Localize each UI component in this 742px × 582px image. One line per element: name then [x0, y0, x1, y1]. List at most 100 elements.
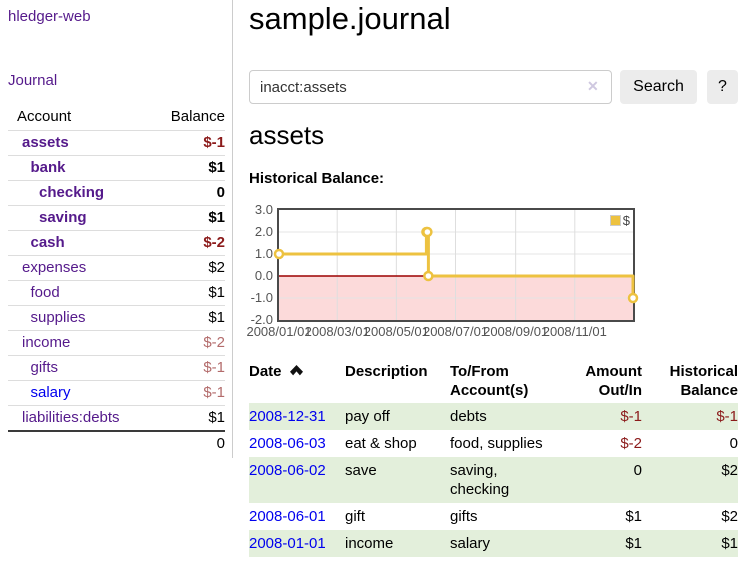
search-form: ✕ Search ?	[249, 70, 738, 104]
search-button[interactable]: Search	[620, 70, 697, 104]
account-row: bank $1	[8, 155, 225, 181]
help-button[interactable]: ?	[707, 70, 738, 104]
transaction-date-link[interactable]: 2008-12-31	[249, 408, 326, 425]
transaction-amount: $1	[625, 535, 642, 552]
transaction-date-link[interactable]: 2008-06-01	[249, 508, 326, 525]
transaction-description: gift	[345, 508, 366, 525]
account-row: liabilities:debts $1	[8, 405, 225, 431]
transaction-accounts: debts	[450, 408, 487, 425]
x-axis-tick: 2008/01/01	[246, 324, 312, 339]
y-axis-tick: -2.0	[250, 312, 273, 327]
app-brand-link[interactable]: hledger-web	[8, 8, 91, 25]
account-balance: $-1	[146, 355, 225, 381]
accounts-header-account: Account	[17, 108, 72, 125]
accounts-table: Account Balance assets $-1 bank $1 checking 0…	[8, 104, 225, 456]
sidebar-item-journal[interactable]: Journal	[8, 72, 58, 89]
accounts-total-value: 0	[146, 430, 225, 456]
transaction-accounts: salary	[450, 535, 491, 552]
account-link-salary[interactable]: salary	[30, 384, 71, 401]
account-row: food $1	[8, 280, 225, 306]
legend-label: $	[622, 213, 630, 228]
account-row: saving $1	[8, 205, 225, 231]
account-link-assets[interactable]: assets	[22, 134, 69, 151]
account-balance: $1	[146, 280, 225, 306]
transaction-accounts: gifts	[450, 508, 478, 525]
account-link-supplies[interactable]: supplies	[30, 309, 86, 326]
account-row: assets $-1	[8, 130, 225, 156]
register-row: 2008-01-01 income salary $1 $1	[249, 530, 738, 557]
register-row: 2008-06-02 save saving, checking 0 $2	[249, 457, 738, 503]
register-header-date-label: Date	[249, 363, 282, 380]
sidebar: hledger-web Journal Account Balance asse…	[0, 0, 233, 458]
register-header-balance-line2: Balance	[680, 382, 738, 399]
chart-plot-area: $	[273, 208, 639, 322]
register-header-amount-line2: Out/In	[598, 382, 642, 399]
accounts-header-row: Account Balance	[8, 104, 225, 131]
y-axis-tick: 0.0	[254, 268, 273, 283]
register-header-tofrom-line1: To/From	[450, 363, 509, 380]
register-row: 2008-12-31 pay off debts $-1 $-1	[249, 403, 738, 430]
account-row: cash $-2	[8, 230, 225, 256]
search-input[interactable]	[249, 70, 612, 104]
account-link-gifts[interactable]: gifts	[30, 359, 59, 376]
register-header-date[interactable]: Date	[249, 360, 345, 403]
account-row: income $-2	[8, 330, 225, 356]
account-row: checking 0	[8, 180, 225, 206]
account-balance: $-2	[146, 330, 225, 356]
transaction-balance: $2	[721, 508, 738, 525]
x-axis-tick: 2008/09/01	[483, 324, 549, 339]
legend-swatch-icon	[609, 215, 621, 226]
transaction-balance: $2	[721, 462, 738, 479]
x-axis-tick: 2008/03/01	[304, 324, 370, 339]
x-axis-tick: 2008/07/01	[422, 324, 489, 339]
accounts-total-row: 0	[8, 430, 225, 456]
page-title: sample.journal	[249, 1, 451, 36]
transaction-description: income	[345, 535, 394, 552]
transaction-description: pay off	[345, 408, 390, 425]
x-axis-tick: 2008/11/01	[542, 324, 607, 339]
account-link-liabilities-debts[interactable]: liabilities:debts	[22, 409, 120, 426]
account-link-saving[interactable]: saving	[39, 209, 87, 226]
account-link-checking[interactable]: checking	[39, 184, 105, 201]
account-link-bank[interactable]: bank	[30, 159, 66, 176]
account-link-food[interactable]: food	[30, 284, 60, 301]
account-link-income[interactable]: income	[22, 334, 71, 351]
register-header-amount-line1: Amount	[585, 363, 642, 380]
transaction-date-link[interactable]: 2008-06-03	[249, 435, 326, 452]
transaction-date-link[interactable]: 2008-06-02	[249, 462, 326, 479]
register-header-description: Description	[345, 363, 428, 380]
transaction-accounts: food, supplies	[450, 435, 543, 452]
register-row: 2008-06-03 eat & shop food, supplies $-2 0	[249, 430, 738, 457]
register-header-row: Date Description To/From Account(s) Amou…	[249, 360, 738, 403]
register-header-balance-line1: Historical	[669, 363, 738, 380]
transaction-date-link[interactable]: 2008-01-01	[249, 535, 326, 552]
account-balance: $1	[146, 205, 225, 231]
historical-balance-chart: 3.0 2.0 1.0 0.0 -1.0 -2.0 $ 2008/01/01 2008/03…	[246, 203, 669, 342]
register-table: Date Description To/From Account(s) Amou…	[249, 360, 738, 557]
account-link-expenses[interactable]: expenses	[22, 259, 87, 276]
transaction-amount: $-2	[620, 435, 642, 452]
clear-search-icon[interactable]: ✕	[587, 78, 599, 94]
register-header-balance: Historical Balance	[642, 360, 738, 403]
register-header-amount: Amount Out/In	[560, 360, 642, 403]
transaction-balance: 0	[729, 435, 738, 452]
account-balance: $-1	[146, 130, 225, 156]
account-heading: assets	[249, 120, 325, 150]
account-link-cash[interactable]: cash	[30, 234, 65, 251]
register-row: 2008-06-01 gift gifts $1 $2	[249, 503, 738, 530]
account-row: expenses $2	[8, 255, 225, 281]
chart-canvas	[273, 210, 639, 320]
register-header-tofrom: To/From Account(s)	[450, 360, 560, 403]
register-header-tofrom-line2: Account(s)	[450, 382, 529, 399]
account-balance: $1	[146, 155, 225, 181]
account-row: gifts $-1	[8, 355, 225, 381]
accounts-header-balance: Balance	[170, 108, 225, 125]
x-axis-tick: 2008/05/01	[363, 324, 429, 339]
transaction-accounts: saving, checking	[450, 462, 510, 498]
transaction-description: save	[345, 462, 377, 479]
account-row: supplies $1	[8, 305, 225, 331]
account-balance: 0	[146, 180, 225, 206]
transaction-amount: 0	[633, 462, 642, 479]
main-content: sample.journal ✕ Search ? assets Histori…	[246, 0, 742, 582]
sort-ascending-icon	[289, 362, 303, 381]
